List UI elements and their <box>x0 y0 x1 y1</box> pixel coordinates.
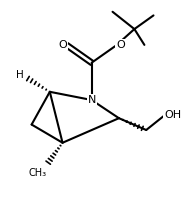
Text: N: N <box>87 95 96 105</box>
Text: OH: OH <box>164 110 181 119</box>
Text: CH₃: CH₃ <box>29 168 47 178</box>
Text: O: O <box>116 40 125 50</box>
Text: O: O <box>58 40 67 50</box>
Text: H: H <box>16 70 24 80</box>
